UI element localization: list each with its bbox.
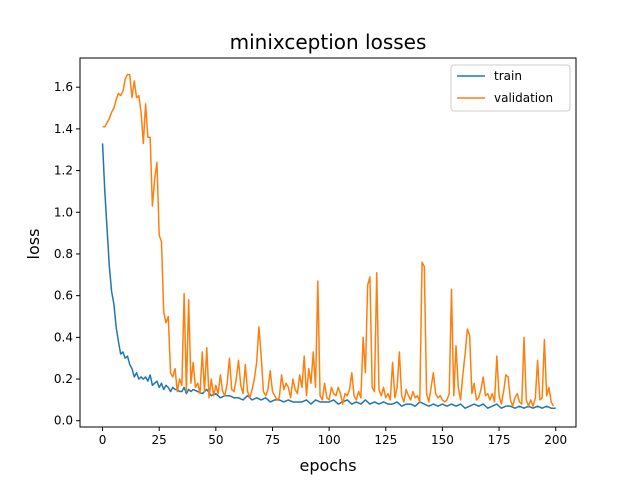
plot-area	[79, 57, 577, 428]
legend-label-train: train	[494, 69, 522, 83]
x-tick-label: 200	[544, 433, 567, 447]
x-tick-label: 175	[488, 433, 511, 447]
chart-title: minixception losses	[230, 30, 427, 54]
x-tick-label: 25	[152, 433, 167, 447]
y-tick-label: 0.8	[54, 247, 73, 261]
x-tick-label: 0	[99, 433, 107, 447]
y-tick-label: 0.0	[54, 414, 73, 428]
x-tick-label: 75	[265, 433, 280, 447]
x-tick-label: 100	[318, 433, 341, 447]
y-tick-label: 1.0	[54, 205, 73, 219]
y-axis-label: loss	[24, 229, 43, 260]
x-tick-label: 125	[374, 433, 397, 447]
series-line-validation	[102, 73, 555, 407]
x-tick-label: 150	[431, 433, 454, 447]
y-tick-label: 1.4	[54, 122, 73, 136]
x-axis-label: epochs	[299, 456, 356, 475]
y-tick-label: 0.6	[54, 289, 73, 303]
x-tick-label: 50	[208, 433, 223, 447]
y-tick-label: 0.4	[54, 330, 73, 344]
axes-frame	[79, 57, 577, 428]
legend-label-validation: validation	[494, 91, 553, 105]
y-axis: 0.0 0.2 0.4 0.6 0.8 1.0 1.2 1.4 1.6	[54, 80, 80, 428]
x-axis: 0 25 50 75 100 125 150 175 200	[99, 427, 567, 447]
y-tick-label: 1.2	[54, 164, 73, 178]
legend: train validation	[450, 64, 571, 112]
y-tick-label: 0.2	[54, 372, 73, 386]
y-tick-label: 1.6	[54, 80, 73, 94]
series-line-train	[101, 143, 556, 409]
series-layer	[101, 73, 556, 409]
